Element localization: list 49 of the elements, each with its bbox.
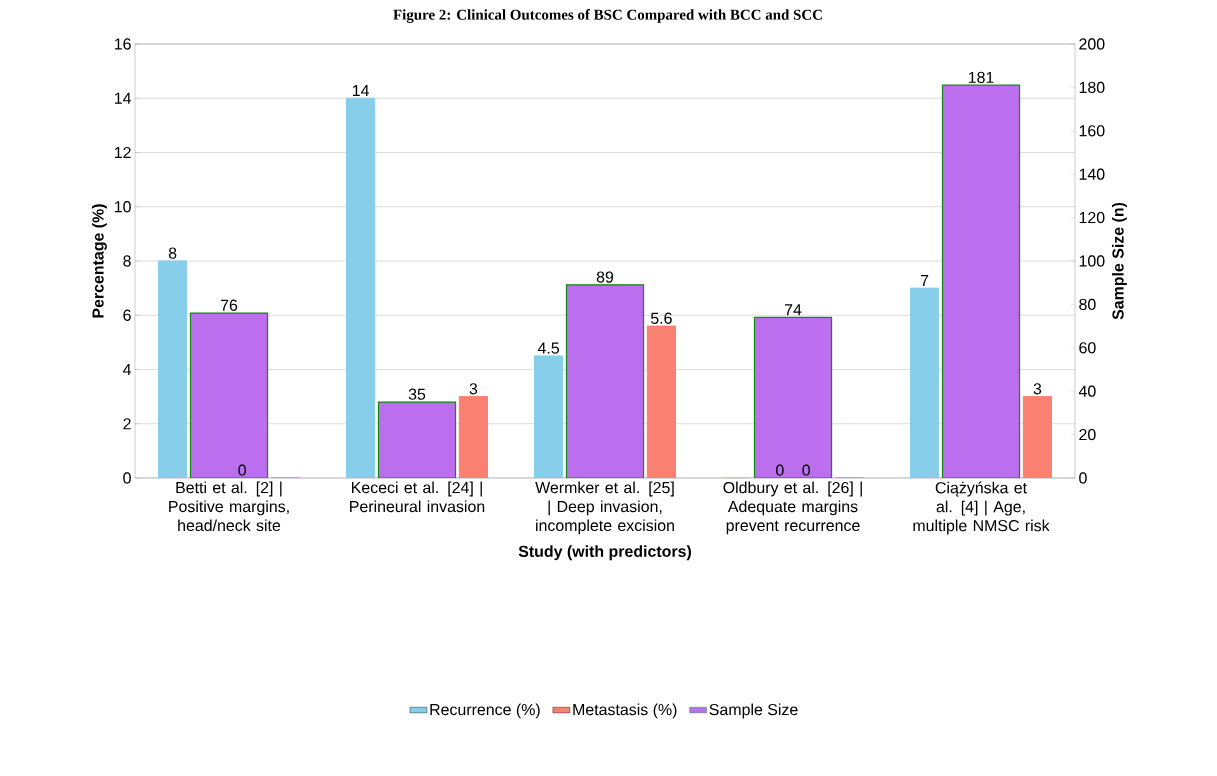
y-tick-label: 8 xyxy=(123,255,131,267)
y-axis-title: Percentage (%) xyxy=(91,204,107,318)
y-tick-label: 0 xyxy=(123,472,131,484)
y2-axis-title: Sample Size (n) xyxy=(1111,202,1127,320)
y2-tick-label: 140 xyxy=(1079,168,1105,180)
x-tick-label: Oldbury et al. [26] | Adequate margins prevent recurrence xyxy=(723,481,862,535)
data-label: 0 xyxy=(776,464,784,476)
y2-tick-label: 40 xyxy=(1078,385,1096,397)
y2-tick-label: 60 xyxy=(1079,342,1096,354)
data-label: 74 xyxy=(784,304,802,316)
y-tick-label: 4 xyxy=(122,364,132,375)
bar xyxy=(753,316,833,478)
y-tick-label: 14 xyxy=(114,92,131,104)
data-label: 89 xyxy=(596,271,614,283)
y-tick-label: 10 xyxy=(114,201,131,213)
y2-tick-label: 80 xyxy=(1079,298,1096,311)
y-tick-label: 16 xyxy=(114,38,131,50)
bar xyxy=(941,84,1021,478)
data-label: 14 xyxy=(352,85,369,97)
data-label: 3 xyxy=(469,383,478,395)
data-label: 0 xyxy=(802,464,810,476)
x-axis-title: Study (with predictors) xyxy=(518,545,691,561)
legend-label: Metastasis (%) xyxy=(573,703,677,719)
x-tick-label: Kececi et al. [24] | Perineural invasion xyxy=(350,481,485,513)
x-tick-label: Betti et al. [2] | Positive margins, head/neck site xyxy=(169,481,289,532)
data-label: 7 xyxy=(920,274,929,286)
chart-title: Figure 2: Clinical Outcomes of BSC Compared with BCC and SCC xyxy=(393,9,822,23)
legend-label: Recurrence (%) xyxy=(430,703,540,719)
data-label: 3 xyxy=(1033,383,1042,395)
data-label: 5.6 xyxy=(650,312,672,324)
x-tick-label: Wermker et al. [25] | Deep invasion, incomplete excision xyxy=(535,481,674,535)
y-tick-label: 2 xyxy=(123,418,131,430)
y-tick-label: 6 xyxy=(123,309,131,321)
y2-tick-label: 200 xyxy=(1079,38,1105,50)
legend-label: Sample Size xyxy=(709,703,798,719)
y2-tick-label: 20 xyxy=(1079,428,1096,441)
data-label: 0 xyxy=(238,464,246,476)
y2-tick-label: 120 xyxy=(1079,211,1105,224)
data-label: 4.5 xyxy=(537,342,560,354)
data-label: 35 xyxy=(408,388,426,400)
data-label: 8 xyxy=(168,247,177,259)
x-tick-label: Ciążyńska et al. [4] | Age, multiple NMSC risk xyxy=(913,481,1050,535)
y2-tick-label: 0 xyxy=(1079,472,1087,484)
data-label: 181 xyxy=(968,71,994,84)
y-tick-label: 12 xyxy=(114,146,131,159)
data-label: 76 xyxy=(220,299,238,311)
y2-tick-label: 180 xyxy=(1079,81,1105,94)
y2-tick-label: 160 xyxy=(1079,125,1105,137)
y2-tick-label: 100 xyxy=(1079,255,1105,267)
